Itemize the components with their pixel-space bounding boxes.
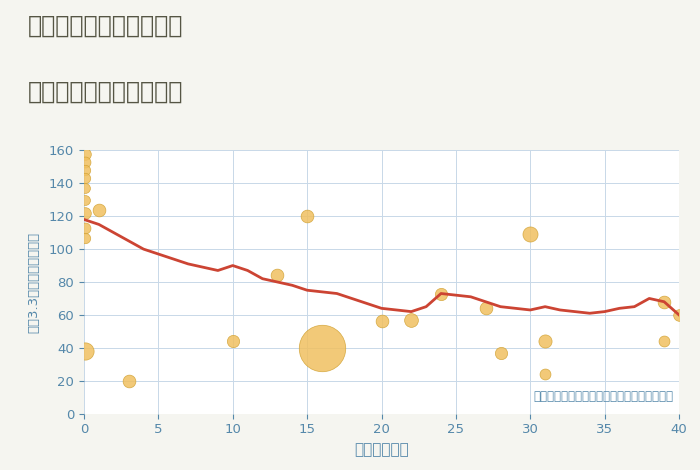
Point [227, 337, 238, 345]
Point [80, 158, 91, 165]
Point [302, 212, 313, 220]
Point [406, 316, 417, 323]
Point [123, 377, 134, 384]
Y-axis label: 坪（3.3㎡）単価（万円）: 坪（3.3㎡）単価（万円） [27, 231, 41, 333]
Point [525, 230, 536, 238]
Point [80, 166, 91, 174]
Point [80, 234, 91, 241]
Point [93, 206, 104, 213]
Point [80, 196, 91, 204]
Point [659, 337, 670, 345]
Text: 愛知県安城市御幸本町の: 愛知県安城市御幸本町の [28, 14, 183, 38]
Point [480, 305, 491, 312]
Point [272, 272, 283, 279]
Point [495, 349, 506, 356]
Point [80, 184, 91, 192]
Point [80, 209, 91, 217]
X-axis label: 築年数（年）: 築年数（年） [354, 442, 409, 457]
Point [80, 347, 91, 355]
Point [435, 290, 447, 297]
Point [80, 224, 91, 231]
Text: 築年数別中古戸建て価格: 築年数別中古戸建て価格 [28, 80, 183, 104]
Point [673, 311, 685, 319]
Point [376, 318, 387, 325]
Point [316, 344, 328, 352]
Point [80, 174, 91, 182]
Point [540, 337, 551, 345]
Text: 円の大きさは、取引のあった物件面積を示す: 円の大きさは、取引のあった物件面積を示す [533, 390, 673, 403]
Point [659, 298, 670, 306]
Point [540, 370, 551, 378]
Point [80, 150, 91, 157]
